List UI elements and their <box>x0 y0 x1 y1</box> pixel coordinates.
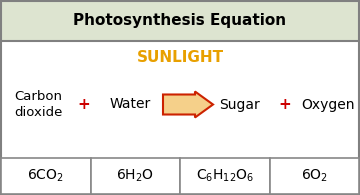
Text: $\mathregular{6CO_2}$: $\mathregular{6CO_2}$ <box>27 168 64 184</box>
Text: Oxygen: Oxygen <box>301 98 355 112</box>
Text: SUNLIGHT: SUNLIGHT <box>136 50 224 65</box>
FancyBboxPatch shape <box>1 1 359 41</box>
Text: +: + <box>78 97 90 112</box>
Text: $\mathregular{C_6H_{12}O_6}$: $\mathregular{C_6H_{12}O_6}$ <box>195 168 254 184</box>
FancyBboxPatch shape <box>270 158 359 194</box>
Text: $\mathregular{6O_2}$: $\mathregular{6O_2}$ <box>301 168 328 184</box>
FancyArrow shape <box>163 91 213 118</box>
FancyBboxPatch shape <box>1 158 90 194</box>
Text: Carbon
dioxide: Carbon dioxide <box>14 90 62 119</box>
Text: +: + <box>279 97 291 112</box>
FancyBboxPatch shape <box>180 158 270 194</box>
FancyBboxPatch shape <box>90 158 180 194</box>
Text: $\mathregular{6H_2O}$: $\mathregular{6H_2O}$ <box>116 168 154 184</box>
Text: Sugar: Sugar <box>220 98 260 112</box>
Text: Photosynthesis Equation: Photosynthesis Equation <box>73 13 287 28</box>
Text: Water: Water <box>109 98 150 112</box>
